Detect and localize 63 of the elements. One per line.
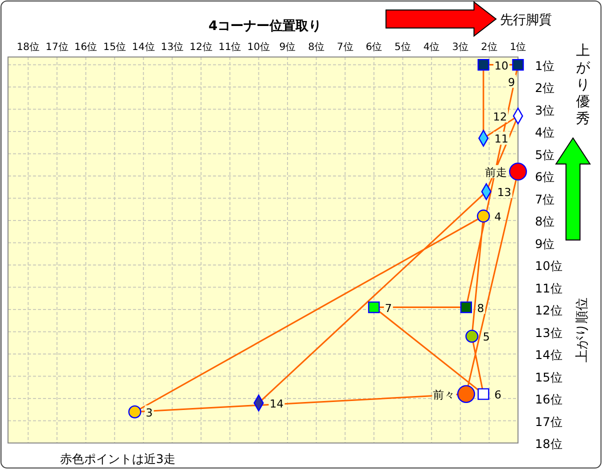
annotation: 3	[146, 406, 153, 420]
x-tick-label: 16位	[74, 41, 98, 53]
y-tick-label: 17位	[535, 414, 562, 429]
x-tick-label: 18位	[16, 41, 40, 53]
annotation: 11	[494, 132, 508, 146]
x-tick-label: 7位	[336, 41, 354, 53]
x-tick-label: 12位	[190, 41, 212, 53]
point	[476, 210, 490, 223]
x-tick-label: 3位	[452, 41, 469, 53]
text: 上がり優秀	[576, 43, 591, 127]
y-tick-label: 12位	[535, 304, 562, 318]
annotation: 前々	[433, 388, 456, 402]
y-tick-label: 18位	[535, 437, 562, 451]
annotation: 前走	[485, 166, 507, 180]
x-tick-label: 4位	[423, 41, 440, 53]
y-tick-label: 16位	[535, 392, 562, 407]
annotation: 12	[493, 110, 507, 124]
x-tick-label: 9位	[279, 41, 296, 53]
y-tick-label: 6位	[535, 170, 555, 184]
point	[128, 405, 142, 418]
point	[465, 330, 478, 343]
annotation: 4	[494, 210, 502, 224]
y-tick-label: 1位	[535, 58, 555, 73]
x-tick-label: 10位	[247, 41, 270, 53]
point	[478, 388, 490, 400]
y-tick-label: 3位	[535, 103, 555, 118]
y-tick-label: 11位	[535, 281, 562, 296]
annotation: 7	[384, 302, 392, 315]
point	[512, 58, 524, 71]
annotation: 10	[494, 59, 508, 72]
x-tick-label: 13位	[160, 41, 184, 53]
y-tick-label: 10位	[535, 259, 562, 274]
text: 赤色ポイントは近3走	[60, 452, 176, 466]
x-tick-label: 14位	[132, 41, 155, 53]
x-tick-label: 11位	[218, 41, 242, 53]
y-tick-label: 15位	[535, 370, 562, 384]
y-tick-label: 4位	[535, 126, 555, 140]
x-tick-label: 6位	[366, 41, 382, 53]
annotation: 6	[494, 388, 502, 402]
annotation: 13	[497, 186, 512, 200]
x-tick-label: 15位	[103, 41, 126, 53]
y-tick-label: 8位	[535, 214, 555, 229]
x-tick-label: 5位	[394, 41, 411, 53]
point	[368, 301, 380, 314]
y-tick-label: 2位	[535, 81, 555, 96]
y-tick-label: 7位	[535, 192, 555, 206]
x-tick-label: 17位	[46, 41, 68, 53]
y-tick-label: 13位	[535, 326, 562, 340]
y-tick-label: 5位	[535, 148, 555, 162]
x-tick-label: 1位	[510, 41, 526, 53]
y-tick-label: 14位	[535, 348, 562, 362]
annotation: 5	[482, 330, 490, 344]
text: 先行脚質	[500, 13, 552, 28]
y-tick-label: 9位	[535, 236, 555, 251]
x-tick-label: 2位	[481, 41, 498, 53]
x-tick-label: 8位	[308, 41, 324, 53]
annotation: 14	[270, 397, 284, 410]
annotation: 8	[477, 302, 484, 315]
y-axis-title: 上がり順位	[575, 298, 590, 362]
point	[460, 301, 472, 314]
annotation: 9	[508, 76, 515, 89]
x-axis-title: 4コーナー位置取り	[208, 19, 322, 34]
point	[478, 58, 490, 71]
